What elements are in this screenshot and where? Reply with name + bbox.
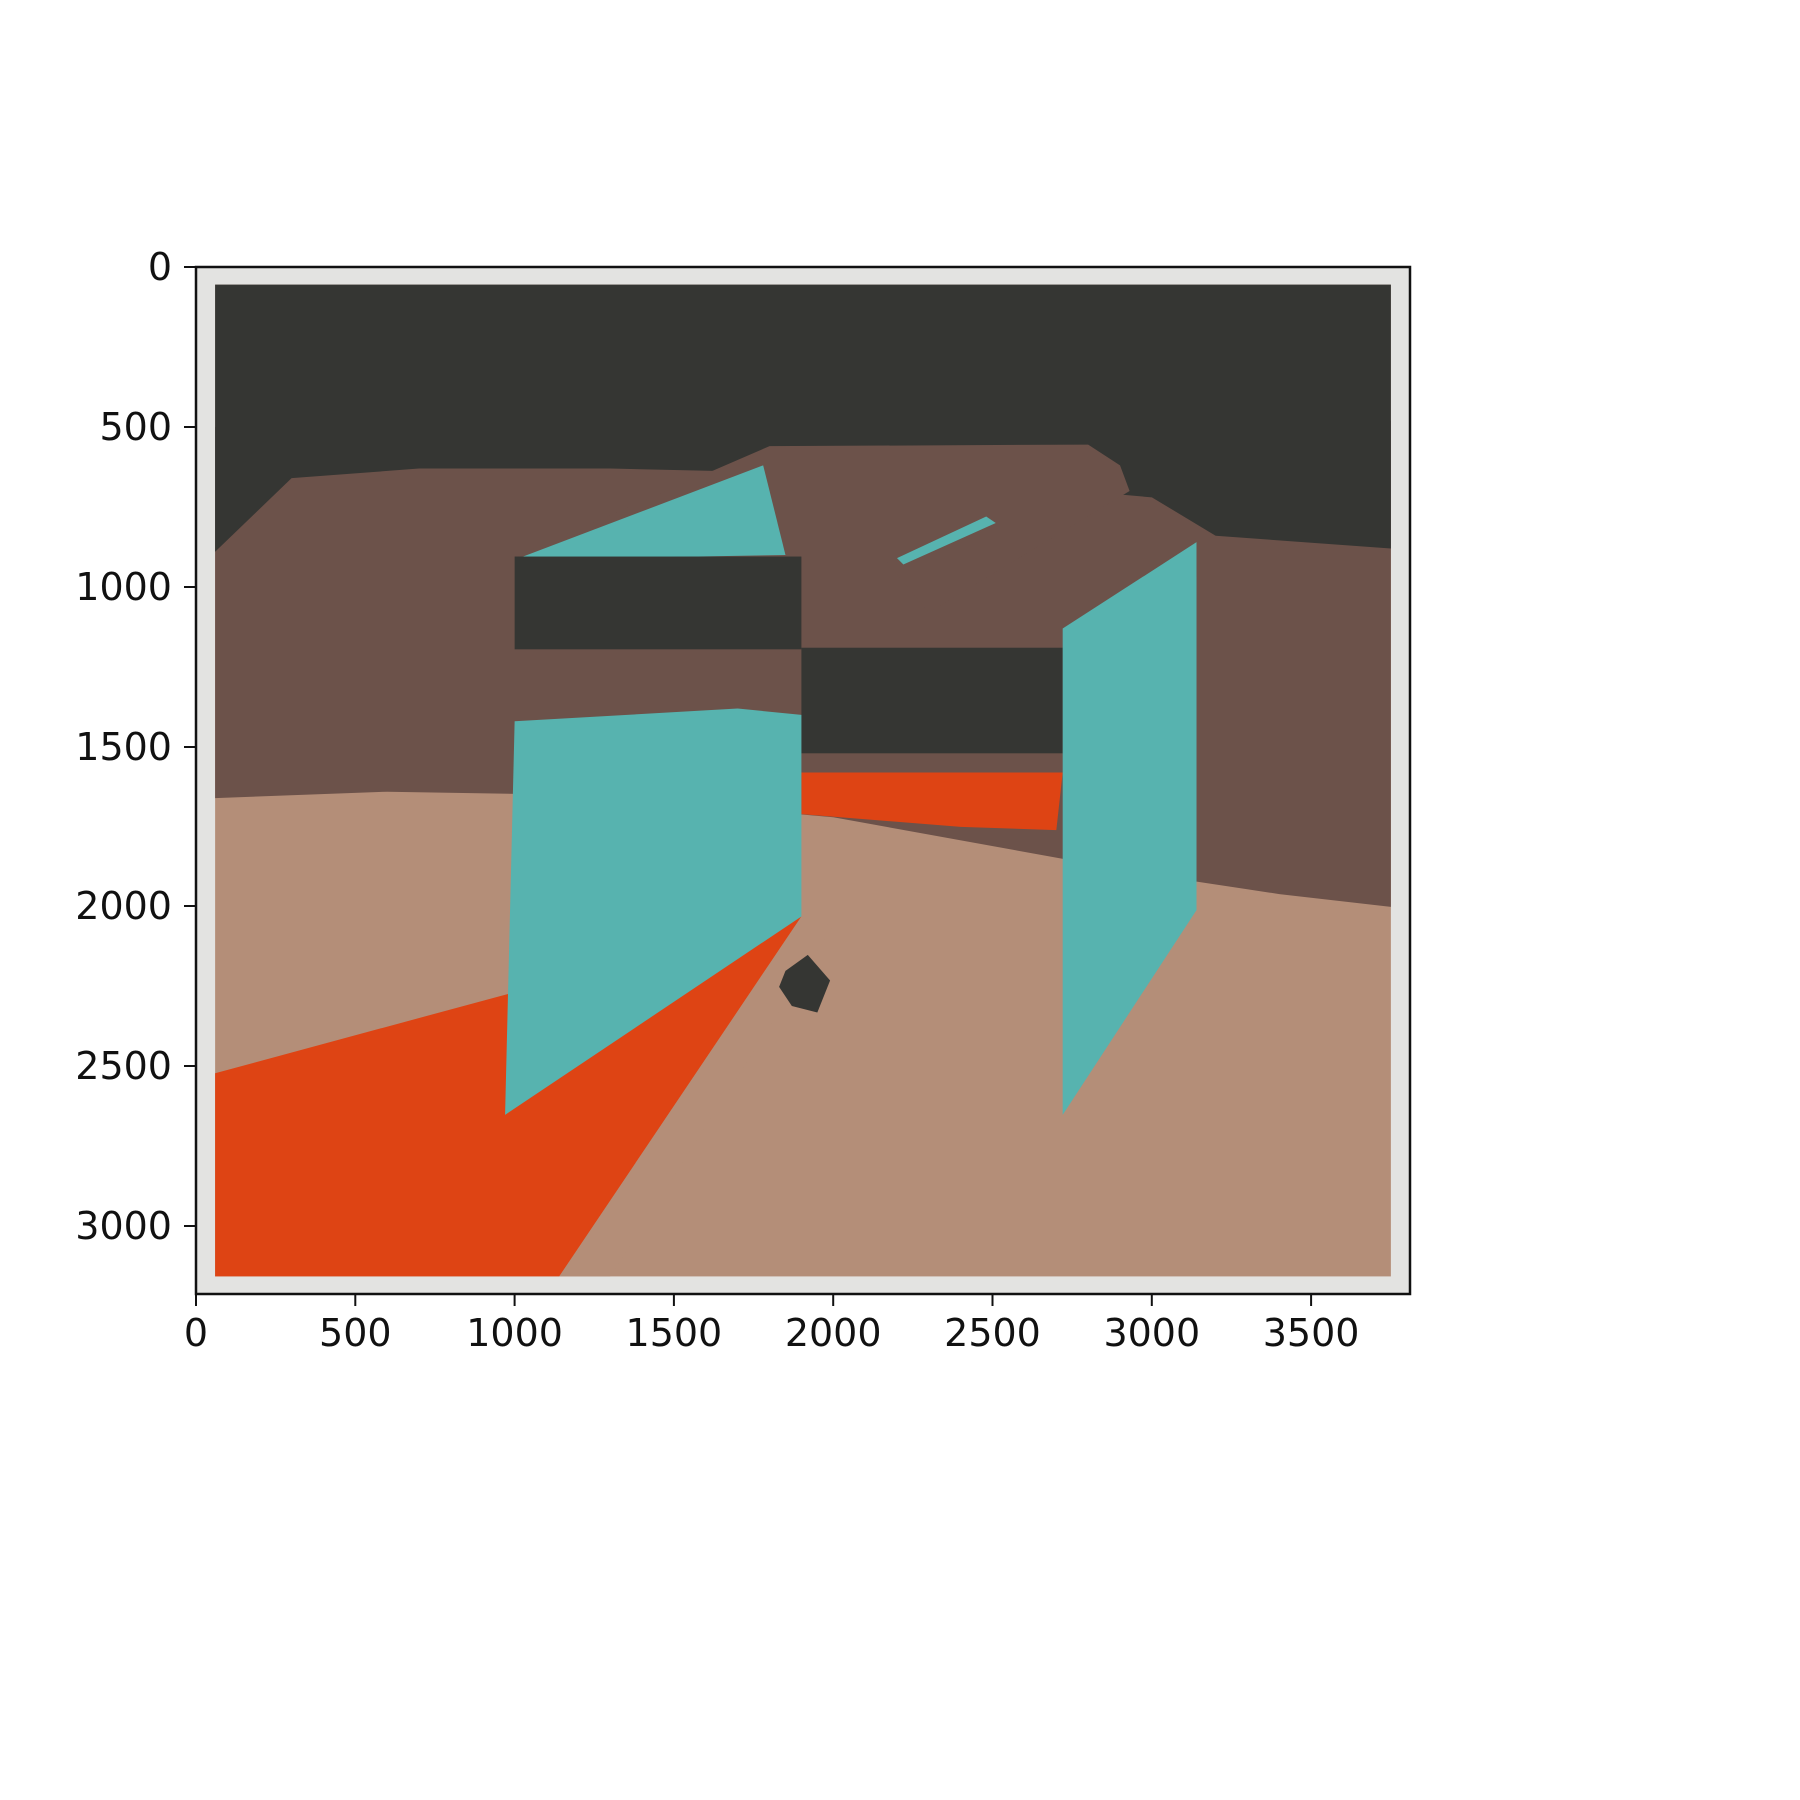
x-tick-label: 1000 [466,1311,563,1355]
x-tick: 2000 [785,1294,882,1355]
painting-orange-strip [801,772,1063,831]
x-tick: 3000 [1103,1294,1200,1355]
y-tick-label: 0 [148,245,172,289]
painting-teal-lid-streak [896,516,996,565]
painting-tan-floor-wedge [559,916,834,1277]
x-tick: 3500 [1263,1294,1360,1355]
y-tick: 3000 [75,1204,196,1248]
x-tick: 2500 [944,1294,1041,1355]
y-tick-label: 1000 [75,565,172,609]
painting-image [196,267,1410,1294]
x-tick-label: 3000 [1103,1311,1200,1355]
painting-dark-splatter [779,954,831,1013]
x-tick-label: 0 [184,1311,208,1355]
x-tick: 0 [184,1294,208,1355]
painting-teal-lid-flap [514,465,786,560]
y-tick: 500 [99,405,196,449]
x-tick-label: 2500 [944,1311,1041,1355]
y-tick-label: 2500 [75,1044,172,1088]
painting-teal-right-panel [1062,542,1197,1115]
y-tick: 1000 [75,565,196,609]
y-tick-label: 2000 [75,884,172,928]
x-tick: 1000 [466,1294,563,1355]
painting-teal-left-panel [505,708,802,1115]
y-tick: 1500 [75,725,196,769]
painting-box-lid-brown [514,444,1130,613]
painting-dark-box-interior [801,647,1063,754]
x-tick-label: 2000 [785,1311,882,1355]
x-tick-label: 500 [319,1311,392,1355]
y-tick: 0 [148,245,196,289]
x-tick: 500 [319,1294,392,1355]
axes-frame [194,265,1412,1296]
x-axis: 0 500 1000 1500 2000 2500 3000 3500 [184,1294,1360,1355]
x-tick-label: 3500 [1263,1311,1360,1355]
y-tick-label: 1500 [75,725,172,769]
painting-dark-inner-rect [514,556,802,650]
y-axis: 0 500 1000 1500 2000 2500 3000 [75,245,196,1248]
y-tick: 2000 [75,884,196,928]
y-tick-label: 500 [99,405,172,449]
y-tick: 2500 [75,1044,196,1088]
x-tick: 1500 [626,1294,723,1355]
x-tick-label: 1500 [626,1311,723,1355]
y-tick-label: 3000 [75,1204,172,1248]
